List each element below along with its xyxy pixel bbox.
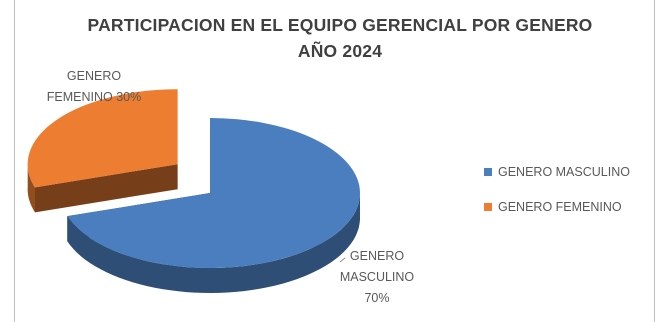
legend-swatch-femenino: [484, 203, 492, 211]
legend-item-femenino: GENERO FEMENINO: [484, 197, 630, 217]
legend-item-masculino: GENERO MASCULINO: [484, 162, 630, 182]
label-leader-line: [339, 257, 346, 263]
pie-slice-group-0: [67, 118, 361, 293]
legend-label-masculino: GENERO MASCULINO: [498, 165, 630, 179]
pie-slice-genero-masculino: [67, 118, 360, 268]
label-femenino: GENERO FEMENINO 30%: [46, 69, 142, 104]
legend-swatch-masculino: [484, 168, 492, 176]
label-masculino: GENERO MASCULINO 70%: [339, 249, 415, 305]
pie-slice-genero-femenino: [27, 89, 178, 188]
pie-slice-cut-1-0: [34, 164, 178, 213]
chart-frame: [14, 0, 655, 322]
chart-title-block: PARTICIPACION EN EL EQUIPO GERENCIAL POR…: [40, 12, 640, 64]
pie-slice-side-1-0: [27, 163, 35, 213]
pie-slice-side-0-0: [67, 194, 361, 293]
legend-label-femenino: GENERO FEMENINO: [498, 200, 622, 214]
chart-title: PARTICIPACION EN EL EQUIPO GERENCIAL POR…: [87, 15, 593, 35]
legend: GENERO MASCULINO GENERO FEMENINO: [484, 162, 630, 232]
chart-subtitle: AÑO 2024: [297, 41, 383, 61]
pie-slice-group-1: [27, 89, 178, 213]
